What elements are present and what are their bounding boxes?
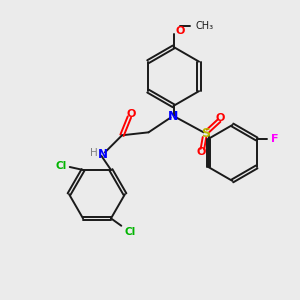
Text: N: N: [98, 148, 108, 161]
Text: O: O: [216, 112, 225, 123]
Text: Cl: Cl: [56, 161, 67, 171]
Text: S: S: [201, 127, 210, 140]
Text: N: N: [168, 110, 179, 123]
Text: H: H: [90, 148, 98, 158]
Text: O: O: [126, 109, 136, 119]
Text: O: O: [197, 147, 206, 157]
Text: CH₃: CH₃: [196, 21, 214, 31]
Text: F: F: [272, 134, 279, 144]
Text: O: O: [175, 26, 185, 36]
Text: Cl: Cl: [124, 227, 136, 237]
